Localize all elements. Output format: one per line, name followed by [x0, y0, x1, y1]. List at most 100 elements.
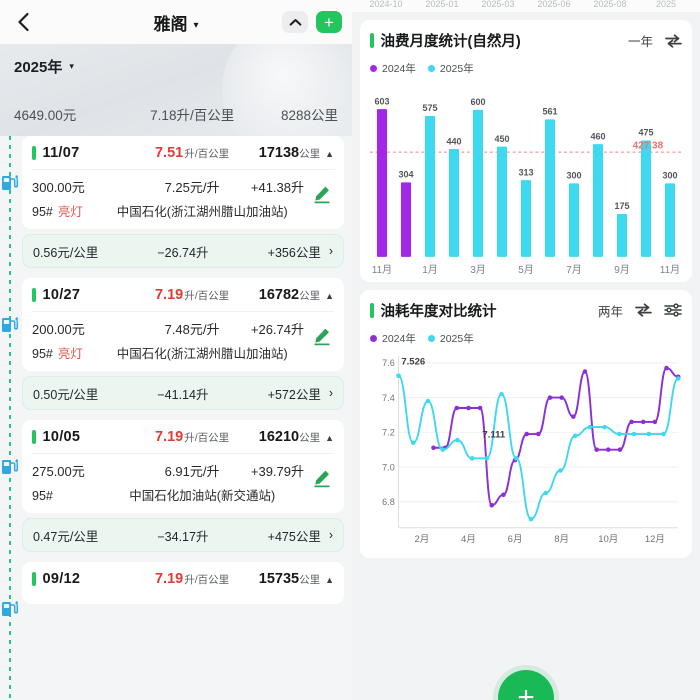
line-data-point	[602, 424, 607, 430]
fuel-pump-icon	[0, 172, 20, 192]
line-x-tick-label: 10月	[598, 534, 618, 545]
record-card[interactable]: 11/07 7.51升/百公里 17138公里 ▲ 300.00元 7.25元/升…	[22, 136, 344, 229]
line-data-point	[489, 502, 495, 508]
bar-value-label: 475	[638, 128, 653, 138]
record-collapse-arrow-icon[interactable]: ▲	[325, 575, 334, 585]
record-date: 10/05	[42, 429, 81, 445]
pencil-icon[interactable]	[312, 468, 332, 488]
record-edit-button[interactable]	[312, 468, 332, 488]
record-edit-button[interactable]	[312, 184, 332, 204]
average-line-label: 427.38	[633, 140, 664, 151]
pencil-icon[interactable]	[312, 184, 332, 204]
record-stat-strip[interactable]: 0.50元/公里 −41.14升 +572公里 ›	[22, 376, 344, 410]
record-edit-button[interactable]	[312, 326, 332, 346]
record-collapse-arrow-icon[interactable]: ▲	[325, 433, 334, 443]
line-data-point	[466, 405, 471, 411]
record-consumption-unit: 升/百公里	[184, 290, 230, 302]
fuel-record-entry[interactable]: 10/27 7.19升/百公里 16782公里 ▲ 200.00元 7.48元/升…	[0, 278, 352, 410]
line-data-point	[558, 467, 563, 473]
line-data-point	[646, 431, 652, 437]
swap-arrows-icon[interactable]	[665, 33, 682, 48]
fuel-record-entry[interactable]: 11/07 7.51升/百公里 17138公里 ▲ 300.00元 7.25元/升…	[0, 136, 352, 268]
bar-x-tick-label	[490, 261, 514, 276]
collapse-button[interactable]	[282, 11, 308, 33]
bar-x-tick-label: 1月	[422, 264, 438, 276]
record-card[interactable]: 10/27 7.19升/百公里 16782公里 ▲ 200.00元 7.48元/升…	[22, 278, 344, 371]
filter-sliders-icon[interactable]	[664, 303, 682, 317]
bar-value-label: 300	[566, 171, 581, 181]
line-data-point	[431, 445, 436, 450]
fuel-pump-icon	[2, 317, 19, 332]
legend-color-dot	[427, 334, 435, 342]
record-card[interactable]: 09/12 7.19升/百公里 15735公里 ▲	[22, 562, 344, 604]
record-date: 10/27	[42, 287, 81, 303]
record-collapse-arrow-icon[interactable]: ▲	[325, 291, 334, 301]
add-record-fab[interactable]: +	[498, 670, 554, 700]
records-timeline[interactable]: 11/07 7.51升/百公里 17138公里 ▲ 300.00元 7.25元/升…	[0, 136, 352, 700]
year-selector[interactable]: 2025年 ▾	[14, 56, 74, 77]
bar-chart-legend: 2024年 2025年	[370, 61, 682, 76]
bar-value-label: 304	[398, 170, 413, 180]
record-fuel-grade: 95# 亮灯	[32, 347, 83, 361]
pencil-icon[interactable]	[312, 326, 332, 346]
page-title-text: 雅阁	[153, 14, 188, 34]
line-data-point	[536, 431, 541, 437]
line-data-point	[501, 492, 506, 497]
fuel-record-entry[interactable]: 09/12 7.19升/百公里 15735公里 ▲	[0, 562, 352, 616]
record-header-row: 10/05 7.19升/百公里 16210公里 ▲	[32, 428, 334, 453]
line-annotation-label: 7.526	[401, 356, 425, 367]
record-details-line-2: 95# 中国石化加油站(新交通站)	[32, 485, 334, 504]
bar-value-label: 450	[494, 134, 509, 144]
record-consumption-value: 7.19	[154, 571, 184, 587]
record-consumption-unit: 升/百公里	[184, 148, 230, 160]
bar-x-tick-label	[586, 261, 610, 276]
record-accent-bar	[32, 146, 36, 160]
record-stat-strip[interactable]: 0.47元/公里 −34.17升 +475公里 ›	[22, 518, 344, 552]
fuel-record-entry[interactable]: 10/05 7.19升/百公里 16210公里 ▲ 275.00元 6.91元/升…	[0, 420, 352, 552]
bar-range-selector[interactable]: 一年	[627, 35, 653, 49]
bar-x-tick-label	[538, 261, 562, 276]
record-unit-price: 7.48元/升	[164, 322, 220, 337]
line-chart-svg: 6.8 7.0 7.2 7.4 7.6 7.526 7.111 2月 4月 6月 8月 10月 12月	[382, 355, 681, 545]
record-details: 275.00元 6.91元/升 +39.79升 95# 中国石化加油站(新交通站…	[32, 453, 334, 504]
record-details-line-2: 95# 亮灯 中国石化(浙江湖州腊山加油站)	[32, 201, 334, 220]
legend-item[interactable]: 2025年	[427, 331, 474, 346]
record-odometer-value: 16782	[258, 287, 300, 303]
record-header-row: 11/07 7.51升/百公里 17138公里 ▲	[32, 144, 334, 169]
cropped-date-axis: 2024-10 2025-01 2025-03 2025-06 2025-08 2025	[352, 0, 700, 12]
line-data-point	[477, 405, 483, 411]
bar-x-tick-label: 5月	[518, 264, 534, 276]
add-record-label: +	[324, 12, 334, 32]
line-range-selector[interactable]: 两年	[597, 304, 623, 319]
record-stat-strip[interactable]: 0.56元/公里 −26.74升 +356公里 ›	[22, 234, 344, 268]
timeline-rail	[9, 136, 11, 700]
legend-item[interactable]: 2025年	[427, 61, 474, 76]
legend-color-dot	[427, 65, 435, 72]
back-button[interactable]	[10, 9, 36, 35]
record-consumption: 7.19升/百公里	[153, 428, 232, 446]
record-odometer: 16782公里 ▲	[231, 286, 334, 304]
title-accent-bar	[370, 302, 374, 318]
swap-arrows-icon[interactable]	[635, 303, 652, 317]
record-details: 300.00元 7.25元/升 +41.38升 95# 亮灯 中国石化(浙江湖州腊…	[32, 169, 334, 220]
line-chart-tools: 两年	[598, 301, 682, 320]
summary-total-distance: 8288公里	[280, 108, 338, 123]
line-y-tick-label: 7.6	[382, 358, 395, 368]
record-card[interactable]: 10/05 7.19升/百公里 16210公里 ▲ 275.00元 6.91元/升…	[22, 420, 344, 513]
line-data-point	[664, 365, 669, 371]
line-chart-title: 油耗年度对比统计	[380, 303, 497, 320]
add-record-button[interactable]: +	[316, 11, 342, 33]
record-collapse-arrow-icon[interactable]: ▲	[325, 149, 334, 159]
record-odometer-unit: 公里	[299, 148, 321, 160]
line-data-point	[617, 431, 622, 437]
legend-color-dot	[370, 65, 377, 72]
topbar: 雅阁 ▾ +	[0, 0, 352, 44]
legend-item[interactable]: 2024年	[370, 331, 416, 346]
record-details-line-1: 275.00元 6.91元/升 +39.79升	[32, 461, 334, 480]
record-consumption-unit: 升/百公里	[184, 432, 230, 444]
record-odometer-unit: 公里	[299, 290, 321, 302]
line-chart-title-group: 油耗年度对比统计	[370, 300, 497, 321]
legend-item[interactable]: 2024年	[370, 61, 416, 76]
record-station: 中国石化(浙江湖州腊山加油站)	[116, 347, 288, 361]
